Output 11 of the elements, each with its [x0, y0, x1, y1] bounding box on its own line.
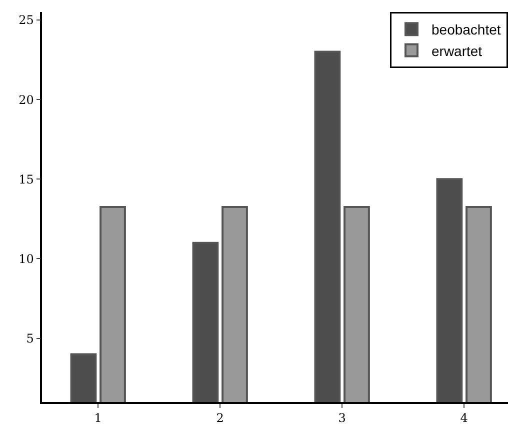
legend-label: erwartet: [432, 42, 482, 59]
x-tick-label: 1: [94, 411, 102, 426]
y-tick-label: 10: [18, 252, 34, 266]
legend-label: beobachtet: [432, 22, 501, 38]
y-tick-label: 5: [26, 332, 34, 346]
x-tick-label: 2: [216, 411, 224, 426]
y-tick-label: 25: [18, 13, 34, 28]
y-tick-label: 20: [18, 92, 34, 107]
x-tick-label: 4: [460, 411, 468, 426]
y-tick-label: 15: [18, 172, 34, 186]
x-tick-label: 3: [338, 411, 346, 426]
